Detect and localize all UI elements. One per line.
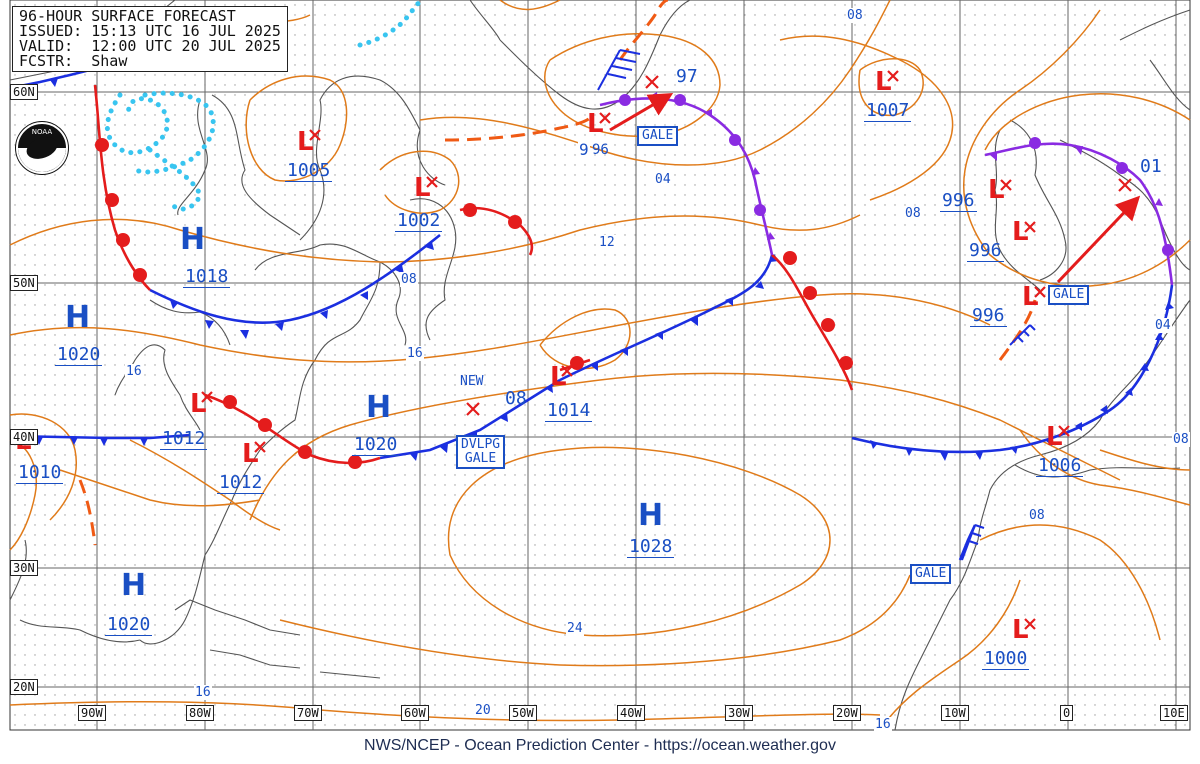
low-value: 1000: [982, 648, 1030, 670]
low-value: 1012: [217, 472, 265, 494]
header-forecaster: FCSTR: Shaw: [19, 52, 128, 70]
new-low-label: NEW: [460, 374, 484, 389]
low-value: 96: [592, 142, 609, 158]
footer-credit: NWS/NCEP - Ocean Prediction Center - htt…: [364, 737, 836, 754]
isobars: [9, 0, 1191, 731]
ice-edge: [104, 0, 423, 212]
graticule: [10, 0, 1190, 730]
warm-front-bumps: [95, 138, 853, 469]
svg-text:L: L: [988, 175, 1005, 205]
motion-arrows: [609, 92, 1141, 284]
high-symbol: H: [638, 498, 664, 533]
warning-line: GALE: [464, 451, 497, 466]
header-valid: VALID: 12:00 UTC 20 JUL 2025: [19, 37, 281, 55]
gale-warning-box: GALE: [637, 126, 679, 146]
isobar-label: 16: [406, 346, 424, 361]
high-value: 1020: [105, 614, 153, 636]
logo-text: NOAA: [31, 128, 53, 136]
low-value: 1012: [160, 428, 208, 450]
forecast-header: 96-HOUR SURFACE FORECAST ISSUED: 15:13 UT…: [12, 6, 288, 72]
gale-warning-box: GALE: [910, 564, 952, 584]
svg-text:L: L: [242, 439, 259, 469]
noaa-logo-icon: NOAA: [16, 122, 68, 174]
low-value: 996: [967, 240, 1004, 262]
svg-text:L: L: [190, 389, 207, 419]
center-value: 97: [676, 66, 698, 87]
lat-label: 30N: [10, 560, 38, 576]
isobar-label: 24: [566, 621, 584, 636]
low-value: 1006: [1036, 455, 1084, 477]
low-value: 1014: [545, 400, 593, 422]
svg-text:L: L: [587, 109, 604, 139]
lat-label: 20N: [10, 679, 38, 695]
high-value: 1020: [55, 344, 103, 366]
developing-gale-warning-box: DVLPG GALE: [456, 435, 506, 469]
warning-line: GALE: [642, 128, 674, 143]
isobar-label: 12: [598, 235, 616, 250]
low-value: 996: [940, 190, 977, 212]
low-value: 1010: [16, 462, 64, 484]
low-value: 996: [970, 305, 1007, 327]
high-symbol: H: [180, 222, 206, 257]
high-symbol: H: [366, 390, 392, 425]
warning-line: GALE: [1053, 287, 1085, 302]
high-symbol: H: [65, 300, 91, 335]
isobar-label: 08: [1028, 508, 1046, 523]
isobar-label: 08: [400, 272, 418, 287]
lon-label: 50W: [509, 705, 537, 721]
lon-label: 60W: [401, 705, 429, 721]
svg-text:L: L: [297, 127, 314, 157]
gale-warning-box: GALE: [1048, 285, 1090, 305]
lon-label: 40W: [617, 705, 645, 721]
isobar-label: 16: [874, 717, 892, 732]
isobar-label: 9: [578, 140, 590, 159]
svg-text:L: L: [1046, 422, 1063, 452]
isobar-label: 04: [654, 172, 672, 187]
isobar-label: 08: [1172, 432, 1190, 447]
cold-front-barbs: [20, 78, 1174, 461]
lon-label: 80W: [186, 705, 214, 721]
low-value: 1002: [395, 210, 443, 232]
isobar-label: 08: [846, 8, 864, 23]
lon-label: 0: [1060, 705, 1074, 721]
troughs: [78, 0, 1037, 546]
lat-label: 50N: [10, 275, 38, 291]
low-value: 1005: [285, 160, 333, 182]
header-title: 96-HOUR SURFACE FORECAST: [19, 7, 236, 25]
svg-text:L: L: [414, 173, 431, 203]
lon-label: 90W: [78, 705, 106, 721]
isobar-label: 08: [904, 206, 922, 221]
high-value: 1018: [183, 266, 231, 288]
svg-text:L: L: [1012, 615, 1029, 645]
warning-line: GALE: [915, 566, 947, 581]
lon-label: 70W: [294, 705, 322, 721]
center-value: 08: [505, 388, 527, 409]
low-value: 1007: [864, 100, 912, 122]
occluded-front-symbols: [619, 92, 1174, 256]
header-issued: ISSUED: 15:13 UTC 16 JUL 2025: [19, 22, 281, 40]
lon-label: 20W: [833, 705, 861, 721]
high-value: 1028: [627, 536, 675, 558]
lon-label: 30W: [725, 705, 753, 721]
isobar-label: 16: [125, 364, 143, 379]
isobar-label: 20: [474, 703, 492, 718]
lat-label: 60N: [10, 84, 38, 100]
svg-text:L: L: [1022, 282, 1039, 312]
wind-barbs: [597, 49, 1036, 561]
low-symbols: LLL LLL LLL LLL L: [15, 67, 1063, 645]
warning-line: DVLPG: [461, 437, 501, 452]
svg-text:L: L: [550, 362, 567, 392]
center-value: 01: [1140, 156, 1162, 177]
svg-text:L: L: [1012, 217, 1029, 247]
isobar-label: 04: [1154, 318, 1172, 333]
lon-label: 10W: [941, 705, 969, 721]
isobar-label: 16: [194, 685, 212, 700]
high-value: 1020: [352, 434, 400, 456]
svg-text:L: L: [875, 67, 892, 97]
lon-label: 10E: [1160, 705, 1188, 721]
lat-label: 40N: [10, 429, 38, 445]
high-symbol: H: [121, 568, 147, 603]
